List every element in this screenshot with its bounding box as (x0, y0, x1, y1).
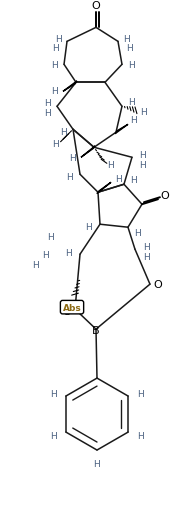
Text: H: H (85, 222, 91, 231)
Text: H: H (51, 61, 57, 70)
Text: O: O (63, 306, 71, 317)
Text: H: H (94, 459, 100, 468)
Text: H: H (127, 44, 133, 53)
Text: H: H (44, 108, 50, 118)
Text: H: H (51, 87, 57, 96)
Text: H: H (137, 389, 143, 398)
Text: H: H (116, 175, 122, 183)
Text: H: H (131, 176, 137, 184)
Text: H: H (140, 151, 146, 159)
Polygon shape (97, 183, 111, 194)
Text: O: O (161, 191, 169, 201)
Text: H: H (32, 260, 38, 269)
Text: H: H (140, 160, 146, 169)
Text: H: H (129, 61, 135, 70)
Text: H: H (69, 153, 75, 162)
Polygon shape (115, 125, 128, 134)
Text: H: H (129, 98, 135, 106)
Text: H: H (144, 242, 150, 251)
Text: H: H (52, 139, 58, 149)
Text: O: O (92, 2, 100, 11)
Text: H: H (144, 252, 150, 261)
Text: B: B (92, 325, 100, 335)
Text: H: H (52, 44, 58, 53)
Text: H: H (124, 35, 130, 44)
Text: H: H (137, 431, 143, 440)
Text: H: H (131, 116, 137, 125)
Text: H: H (141, 107, 147, 117)
Text: H: H (66, 173, 72, 181)
Polygon shape (63, 82, 77, 92)
Text: H: H (65, 248, 71, 257)
Text: O: O (154, 279, 162, 290)
Text: H: H (44, 99, 50, 107)
Text: H: H (50, 431, 57, 440)
Text: H: H (135, 228, 141, 237)
Text: H: H (47, 232, 53, 241)
Text: Abs: Abs (63, 303, 81, 312)
Text: H: H (60, 128, 66, 136)
Text: H: H (108, 160, 114, 169)
Text: H: H (42, 250, 48, 259)
Polygon shape (81, 147, 95, 158)
Text: H: H (50, 389, 57, 398)
Text: H: H (55, 35, 61, 44)
